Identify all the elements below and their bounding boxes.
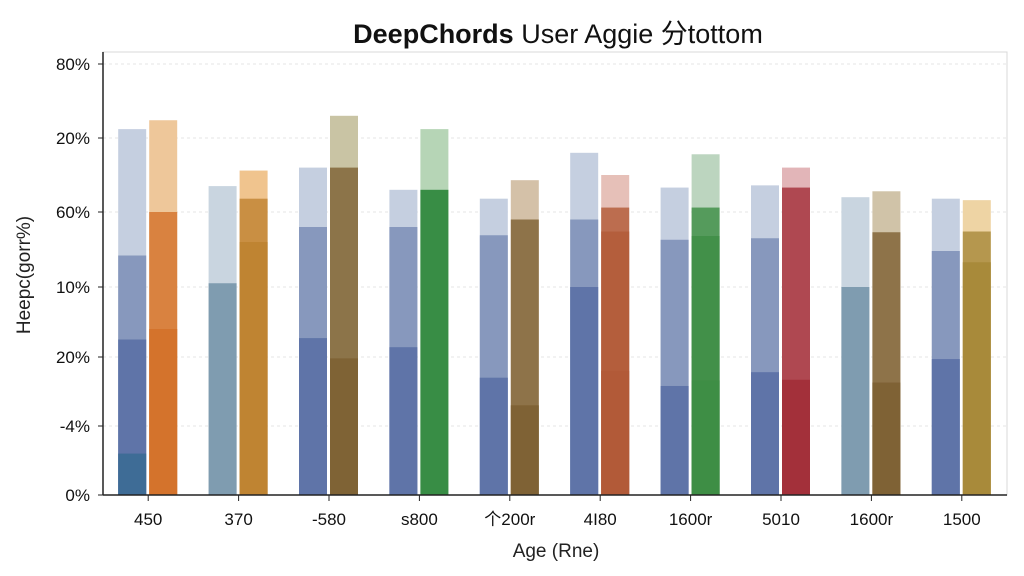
plot-frame xyxy=(102,51,1008,496)
x-tick-label: 1600r xyxy=(669,510,713,529)
bar-left-segment xyxy=(751,372,779,495)
y-tick-label: -4% xyxy=(60,417,90,436)
bar-left-segment xyxy=(479,377,508,495)
bar-right-segment xyxy=(601,370,630,495)
bar-right-segment xyxy=(962,262,991,495)
bar-right-segment xyxy=(872,382,901,495)
bar-right-segment xyxy=(420,189,449,496)
bar-left-segment xyxy=(570,287,599,495)
chart-title-bold: DeepChords xyxy=(353,19,514,49)
bar-right-segment xyxy=(782,379,810,495)
bar-left-segment xyxy=(208,283,237,495)
bars xyxy=(118,115,991,496)
x-tick-label: 1500 xyxy=(943,510,981,529)
tick-labels: 0% -4% 20% 10% 60% 20% 80% 450 370 -580 s800 个200r 4… xyxy=(56,55,981,529)
chart-title: DeepChords User Aggie 分tottom xyxy=(0,12,1024,51)
y-axis-title: Heepc(gorr%) xyxy=(14,216,35,334)
axis-ticks xyxy=(98,63,963,501)
bar-left-segment xyxy=(841,287,870,495)
y-tick-label: 0% xyxy=(65,486,90,505)
x-axis-title: Age (Rne) xyxy=(513,541,600,562)
y-tick-label: 10% xyxy=(56,278,90,297)
bar-left-segment xyxy=(660,385,689,495)
bar-left-segment xyxy=(931,359,960,495)
x-tick-label: -580 xyxy=(312,510,346,529)
y-tick-label: 20% xyxy=(56,129,90,148)
y-tick-label: 20% xyxy=(56,348,90,367)
x-tick-label: 370 xyxy=(224,510,252,529)
bar-right-segment xyxy=(510,405,539,495)
y-tick-label: 60% xyxy=(56,203,90,222)
bar-right-segment xyxy=(239,242,268,495)
x-tick-label: 450 xyxy=(134,510,162,529)
bar-right-segment xyxy=(691,380,720,495)
x-tick-label: 4I80 xyxy=(584,510,617,529)
bar-left-segment xyxy=(299,338,327,495)
bar-right-segment xyxy=(330,358,358,495)
grid-lines xyxy=(103,63,1007,427)
x-tick-label: 个200r xyxy=(484,510,535,529)
bar-left-segment xyxy=(118,453,147,495)
x-tick-label: s800 xyxy=(401,510,438,529)
chart-title-rest: User Aggie 分tottom xyxy=(513,19,763,49)
bar-left-segment xyxy=(389,347,418,495)
x-tick-label: 5010 xyxy=(762,510,800,529)
bar-right-segment xyxy=(149,329,178,495)
x-tick-label: 1600r xyxy=(850,510,894,529)
y-tick-label: 80% xyxy=(56,55,90,74)
